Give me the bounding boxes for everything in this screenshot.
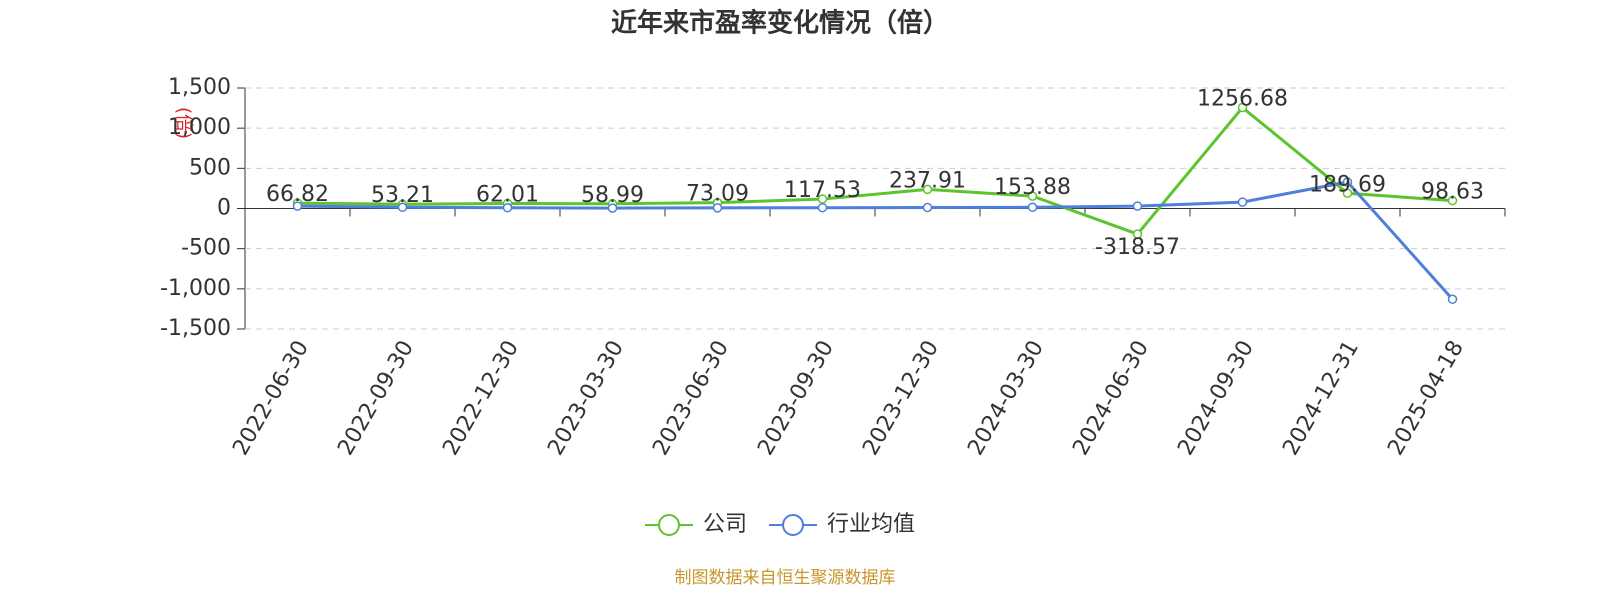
chart-title: 近年来市盈率变化情况（倍）	[611, 8, 949, 39]
x-tick-label: 2022-06-30	[228, 337, 314, 460]
data-label: 189.69	[1309, 172, 1386, 197]
data-point	[1342, 177, 1353, 187]
data-point	[1447, 294, 1458, 305]
data-point	[607, 203, 618, 213]
y-tick-label: 1,000	[168, 115, 231, 140]
legend-label: 公司	[703, 512, 747, 537]
y-tick-label: 500	[189, 155, 231, 180]
data-point	[1237, 197, 1248, 207]
data-label: 117.53	[784, 178, 861, 203]
data-label: 73.09	[686, 182, 749, 207]
x-tick-label: 2023-12-30	[858, 337, 944, 460]
data-point	[1447, 195, 1458, 206]
series-line	[297, 105, 1453, 236]
y-tick-label: -1,500	[160, 316, 231, 341]
data-point	[1027, 202, 1038, 213]
x-tick-label: 2022-12-30	[438, 337, 524, 460]
data-point	[502, 202, 513, 213]
data-point	[1342, 188, 1353, 199]
x-tick-label: 2023-06-30	[648, 337, 734, 460]
data-point	[712, 203, 723, 213]
data-point	[817, 202, 828, 213]
x-tick-label: 2024-03-30	[963, 337, 1049, 460]
data-point	[397, 202, 408, 213]
data-label: -318.57	[1095, 235, 1180, 260]
x-tick-label: 2022-09-30	[333, 337, 419, 460]
data-label: 58.99	[581, 183, 644, 208]
data-label: 53.21	[371, 183, 434, 208]
x-tick-label: 2024-06-30	[1068, 337, 1154, 460]
legend-marker	[658, 514, 680, 536]
x-tick-label: 2024-12-31	[1278, 337, 1364, 460]
x-tick-label: 2025-04-18	[1383, 337, 1469, 460]
x-tick-label: 2023-03-30	[543, 337, 629, 460]
x-tick-label: 2024-09-30	[1173, 337, 1259, 460]
data-point	[922, 184, 933, 195]
data-label: 62.01	[476, 183, 539, 208]
x-tick-label: 2023-09-30	[753, 337, 839, 460]
data-label: 237.91	[889, 168, 966, 193]
data-point	[1027, 191, 1038, 201]
data-point	[922, 202, 933, 213]
y-tick-label: -500	[181, 236, 231, 261]
data-point	[1237, 102, 1248, 113]
data-point	[1132, 201, 1143, 211]
legend-marker	[782, 514, 805, 536]
data-point	[292, 201, 303, 211]
legend-label: 行业均值	[827, 512, 915, 537]
y-tick-label: 0	[217, 196, 231, 221]
data-label: 66.82	[266, 182, 329, 207]
y-axis-label: (倍)	[173, 107, 194, 139]
y-tick-label: 1,500	[168, 75, 231, 100]
data-point	[1132, 229, 1143, 239]
source-note: 制图数据来自恒生聚源数据库	[675, 568, 896, 588]
data-label: 98.63	[1421, 180, 1484, 205]
y-tick-label: -1,000	[160, 276, 231, 301]
data-label: 1256.68	[1197, 87, 1288, 112]
series-line	[297, 180, 1454, 301]
data-label: 153.88	[994, 175, 1071, 200]
